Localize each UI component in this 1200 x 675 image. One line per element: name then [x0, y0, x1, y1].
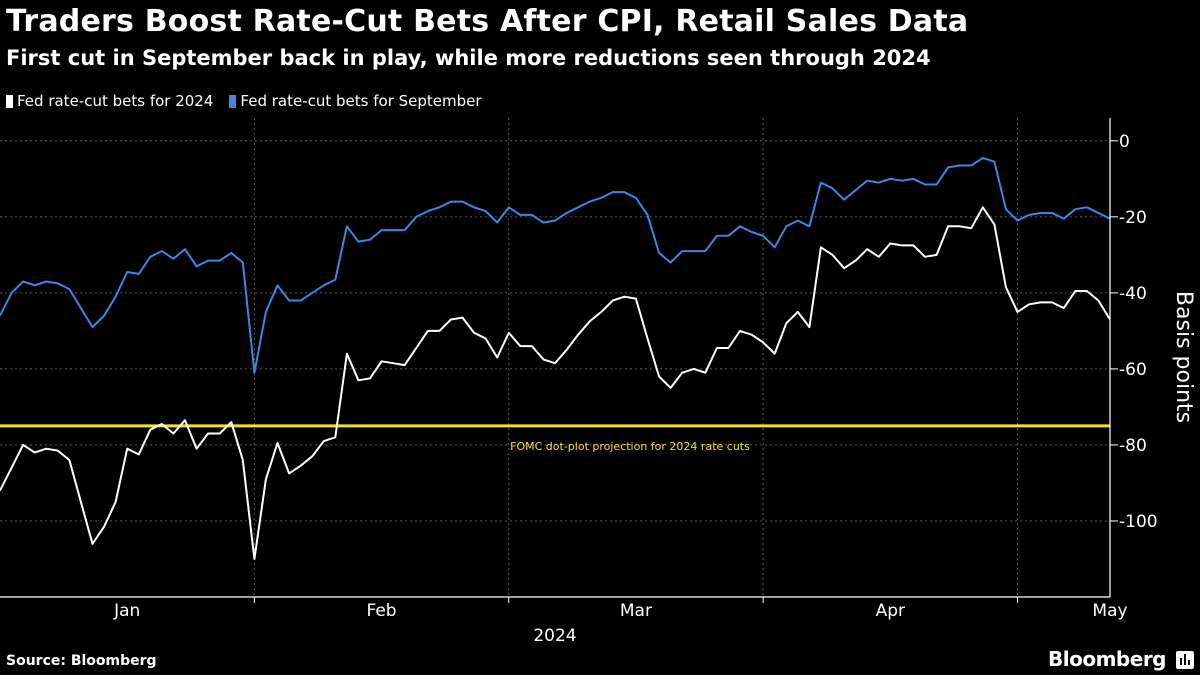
legend-item-september: Fed rate-cut bets for September [229, 92, 482, 110]
source-note: Source: Bloomberg [6, 653, 157, 669]
reference-layer: FOMC dot-plot projection for 2024 rate c… [0, 424, 1110, 453]
x-axis-year-label: 2024 [533, 626, 576, 646]
bloomberg-chart-icon [1176, 651, 1194, 669]
x-tick-label: Jan [113, 601, 140, 621]
chart-subtitle: First cut in September back in play, whi… [6, 46, 931, 70]
y-tick-label: -80 [1119, 436, 1147, 456]
chart-title: Traders Boost Rate-Cut Bets After CPI, R… [6, 4, 969, 39]
grid [0, 118, 1110, 597]
brand-logo-text: Bloomberg [1048, 647, 1166, 671]
reference-line-label: FOMC dot-plot projection for 2024 rate c… [510, 440, 750, 453]
y-tick-label: -100 [1119, 512, 1158, 532]
y-tick-label: -60 [1119, 360, 1147, 380]
legend-swatch-2024 [6, 94, 13, 108]
series-line-2024 [0, 206, 1111, 560]
x-tick-label: Feb [367, 601, 397, 621]
legend-swatch-september [229, 94, 237, 108]
legend: Fed rate-cut bets for 2024 Fed rate-cut … [6, 92, 482, 110]
legend-item-2024: Fed rate-cut bets for 2024 [6, 92, 213, 110]
x-tick-label: Apr [876, 601, 905, 621]
y-tick-label: -40 [1119, 284, 1147, 304]
legend-label-september: Fed rate-cut bets for September [240, 92, 482, 110]
legend-label-2024: Fed rate-cut bets for 2024 [17, 92, 214, 110]
y-tick-label: 0 [1119, 132, 1130, 152]
series-line-september [0, 156, 1111, 374]
series-layer [0, 156, 1111, 560]
y-tick-label: -20 [1119, 208, 1147, 228]
axis-layer: 0 -20 -40 -60 -80 -100 Jan Feb Mar Apr May [0, 118, 1158, 621]
y-axis-label: Basis points [1171, 291, 1196, 423]
x-tick-label: May [1092, 601, 1127, 621]
x-tick-label: Mar [620, 601, 652, 621]
